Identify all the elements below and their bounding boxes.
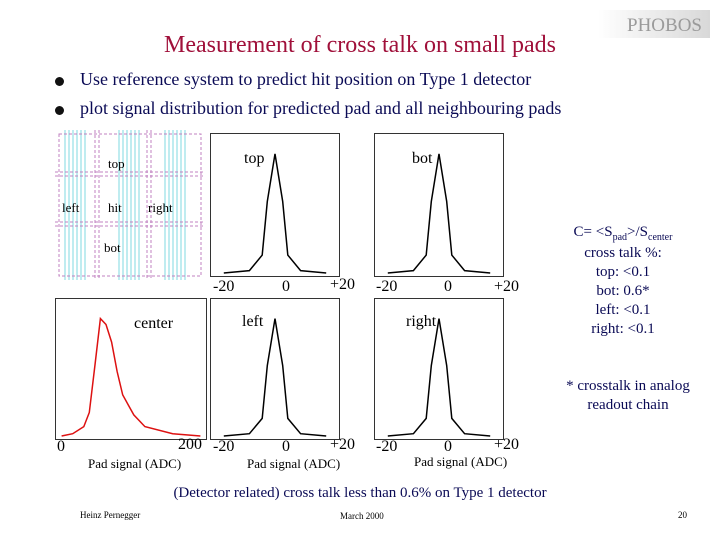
logo-text: PHOBOS bbox=[627, 15, 702, 36]
histogram-bot bbox=[374, 133, 504, 277]
histogram-center bbox=[55, 298, 207, 440]
plot-label-right: right bbox=[406, 313, 437, 330]
footnote: * crosstalk in analog readout chain bbox=[536, 378, 720, 414]
crosstalk-bot: bot: 0.6* bbox=[596, 283, 650, 299]
histogram-center-line bbox=[61, 316, 201, 437]
pad-layout-diagram bbox=[55, 130, 205, 280]
footer-date: March 2000 bbox=[340, 511, 384, 521]
axis-title-center: Pad signal (ADC) bbox=[88, 456, 182, 471]
crosstalk-top: top: <0.1 bbox=[595, 264, 651, 280]
pad-label-bot: bot bbox=[104, 240, 121, 255]
histogram-right bbox=[374, 298, 504, 440]
tick-label: -20 bbox=[376, 278, 398, 295]
plot-label-bot: bot bbox=[412, 150, 433, 167]
tick-label: 0 bbox=[444, 438, 452, 455]
histogram-top bbox=[210, 133, 340, 277]
footnote-line-2: readout chain bbox=[587, 397, 669, 413]
crosstalk-header: cross talk %: bbox=[584, 245, 662, 261]
tick-label: 0 bbox=[57, 438, 65, 455]
histogram-top-line bbox=[223, 153, 327, 274]
bullet-2: plot signal distribution for predicted p… bbox=[80, 98, 562, 118]
phobos-logo: PHOBOS bbox=[598, 10, 710, 38]
tick-label: +20 bbox=[330, 436, 356, 453]
histogram-left bbox=[210, 298, 340, 440]
histogram-bot-line bbox=[387, 153, 491, 274]
tick-label: 0 bbox=[282, 278, 290, 295]
crosstalk-results: C= <Spad>/Scenter cross talk %: top: <0.… bbox=[528, 224, 718, 338]
tick-label: +20 bbox=[494, 436, 520, 453]
plot-label-top: top bbox=[244, 150, 265, 167]
pad-label-hit: hit bbox=[108, 200, 122, 215]
footer-author: Heinz Pernegger bbox=[80, 510, 141, 520]
tick-label: 0 bbox=[282, 438, 290, 455]
pad-label-top: top bbox=[108, 156, 125, 171]
tick-label: 200 bbox=[178, 436, 202, 453]
axis-title-right: Pad signal (ADC) bbox=[414, 454, 508, 469]
histogram-left-line bbox=[223, 318, 327, 437]
crosstalk-left: left: <0.1 bbox=[595, 302, 651, 318]
pad-label-right: right bbox=[148, 200, 173, 215]
crosstalk-formula: C= <Spad>/Scenter bbox=[573, 224, 673, 243]
tick-label: -20 bbox=[213, 278, 235, 295]
plot-label-center: center bbox=[134, 315, 174, 332]
footnote-line-1: * crosstalk in analog bbox=[566, 378, 690, 394]
tick-label: -20 bbox=[376, 438, 398, 455]
axis-title-left: Pad signal (ADC) bbox=[247, 456, 341, 471]
tick-label: -20 bbox=[213, 438, 235, 455]
tick-label: 0 bbox=[444, 278, 452, 295]
histogram-right-line bbox=[387, 318, 491, 437]
bullet-icon bbox=[55, 106, 64, 115]
page-number: 20 bbox=[678, 510, 687, 520]
tick-label: +20 bbox=[330, 276, 356, 293]
plot-label-left: left bbox=[242, 313, 264, 330]
tick-label: +20 bbox=[494, 278, 520, 295]
bullet-1: Use reference system to predict hit posi… bbox=[80, 69, 532, 89]
bullet-icon bbox=[55, 77, 64, 86]
pad-label-left: left bbox=[62, 200, 80, 215]
page-title: Measurement of cross talk on small pads bbox=[164, 32, 556, 58]
conclusion: (Detector related) cross talk less than … bbox=[173, 485, 547, 501]
crosstalk-right: right: <0.1 bbox=[591, 321, 655, 337]
